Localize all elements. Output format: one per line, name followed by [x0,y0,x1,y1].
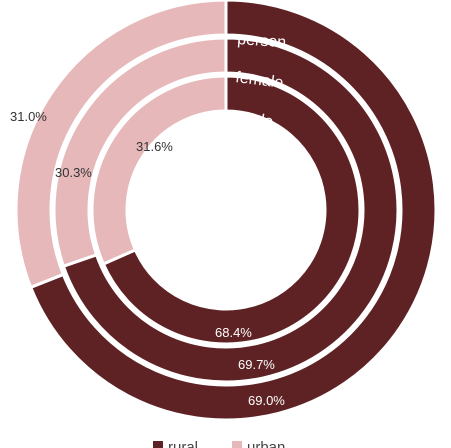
chart-legend: rural urban [153,439,285,448]
slice-person-urban [14,0,228,290]
legend-label-urban: urban [247,439,285,448]
legend-swatch-urban [232,441,242,448]
chart-slices [14,0,438,422]
pct-label-male-urban: 31.6% [136,139,173,154]
ring-label-male: male [237,108,274,131]
ring-label-female: female [235,69,285,92]
pct-label-male-rural: 68.4% [215,325,252,340]
slice-female-rural [61,36,400,384]
chart-labels: person female male 69.0% 31.0% 69.7% 30.3% 68.4… [10,31,287,408]
slice-male-urban [90,74,228,266]
ring-label-person: person [237,31,287,51]
slice-male-rural [101,74,362,346]
slice-female-urban [52,36,228,269]
pct-label-person-rural: 69.0% [248,393,285,408]
legend-swatch-rural [153,441,163,448]
legend-label-rural: rural [168,439,198,448]
pct-label-female-urban: 30.3% [55,165,92,180]
slice-person-rural [28,0,438,422]
pct-label-person-urban: 31.0% [10,109,47,124]
pct-label-female-rural: 69.7% [238,357,275,372]
